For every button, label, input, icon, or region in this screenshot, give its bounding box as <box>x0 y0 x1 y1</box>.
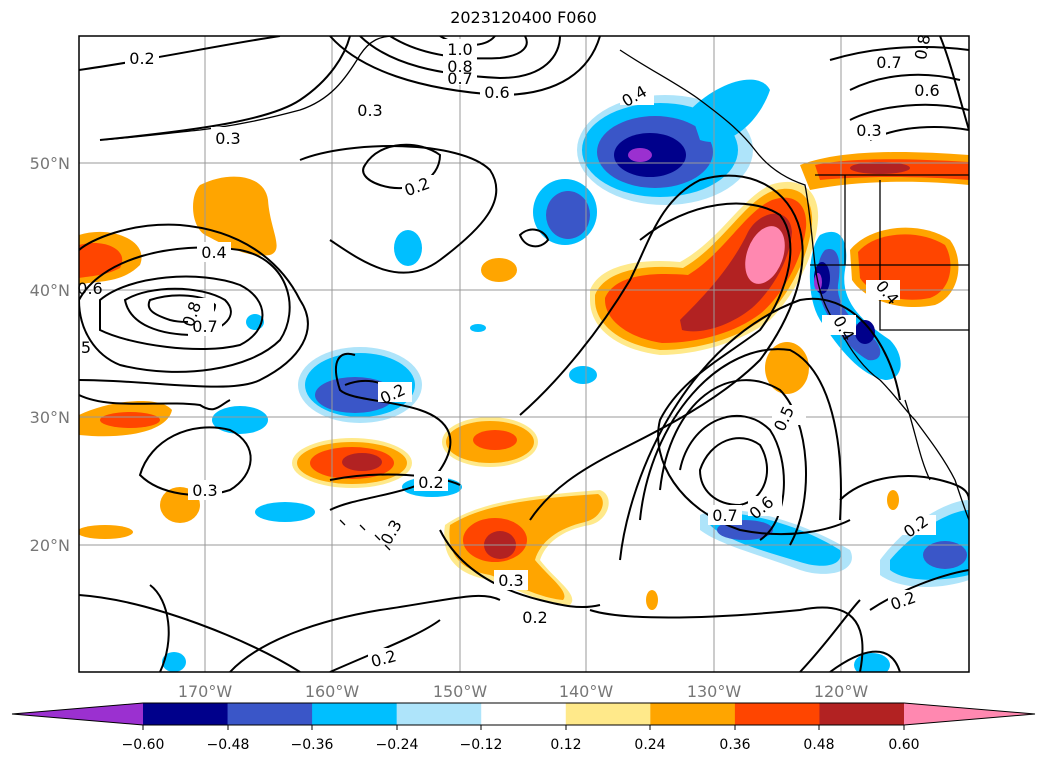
lat-label: 40°N <box>30 281 70 300</box>
contour-label: 0.8 <box>911 33 934 61</box>
map-frame <box>78 35 970 673</box>
contour-label: 0.2 <box>129 49 154 68</box>
contour-label: 0.6 <box>484 83 509 102</box>
contour-label: 0.7 <box>447 69 472 88</box>
colorbar-segment <box>227 703 313 725</box>
contour-label: 0.3 <box>498 571 523 590</box>
colorbar-segment <box>12 703 143 725</box>
contour-label: 0.6 <box>77 279 102 298</box>
lon-label: 120°W <box>814 682 869 701</box>
colorbar-segment <box>143 703 229 725</box>
contours <box>79 36 969 672</box>
shading-layer <box>79 79 969 672</box>
contour-label: 0.3 <box>215 129 240 148</box>
contour-label: 0.4 <box>201 243 226 262</box>
contour-label: 0.2 <box>418 473 443 492</box>
colorbar-tick-label: −0.24 <box>376 737 419 753</box>
colorbar-segment <box>819 703 905 725</box>
colorbar-tick-label: 0.36 <box>719 737 750 753</box>
lon-label: 130°W <box>687 682 742 701</box>
colorbar-segment <box>734 703 820 725</box>
map-title: 2023120400 F060 <box>450 8 597 27</box>
lon-label: 140°W <box>559 682 614 701</box>
colorbar-tick-label: −0.36 <box>291 737 334 753</box>
colorbar-segments <box>12 703 1035 725</box>
colorbar-tick-label: 0.60 <box>888 737 919 753</box>
map-plot-area <box>79 36 969 672</box>
contour-label: 5 <box>81 338 91 357</box>
contour-label: 1.0 <box>447 40 472 59</box>
lat-label: 30°N <box>30 408 70 427</box>
lon-label: 150°W <box>433 682 488 701</box>
colorbar-segment <box>565 703 651 725</box>
contour-label: 0.7 <box>876 53 901 72</box>
colorbar-segment <box>650 703 736 725</box>
longitude-labels: 170°W 160°W 150°W 140°W 130°W 120°W <box>178 682 869 701</box>
lat-label: 20°N <box>30 536 70 555</box>
contour-label: 0.7 <box>192 317 217 336</box>
graticule <box>79 36 969 672</box>
latitude-labels: 50°N 40°N 30°N 20°N <box>30 154 70 555</box>
contour-label: 0.2 <box>522 608 547 627</box>
colorbar-tick-label: −0.60 <box>122 737 165 753</box>
lat-label: 50°N <box>30 154 70 173</box>
colorbar-ticks <box>142 725 905 730</box>
contour-label-backing <box>125 39 944 668</box>
colorbar-segment <box>481 703 567 725</box>
colorbar-tick-label: −0.48 <box>207 737 250 753</box>
colorbar-segment <box>904 703 1035 725</box>
contour-label: 0.3 <box>357 101 382 120</box>
lon-label: 170°W <box>178 682 233 701</box>
lon-label: 160°W <box>305 682 360 701</box>
colorbar-tick-label: 0.12 <box>550 737 581 753</box>
contour-label: 0.7 <box>712 506 737 525</box>
colorbar-tick-label: 0.48 <box>803 737 834 753</box>
contour-label: 0.8 <box>447 57 472 76</box>
contour-label: 0.3 <box>192 481 217 500</box>
contour-label: 0.3 <box>856 121 881 140</box>
colorbar-tick-label: −0.12 <box>460 737 503 753</box>
colorbar: −0.60 −0.48 −0.36 −0.24 −0.12 0.12 0.24 … <box>11 702 1036 753</box>
colorbar-segment <box>312 703 398 725</box>
colorbar-segment <box>396 703 482 725</box>
colorbar-tick-label: 0.24 <box>634 737 665 753</box>
contour-label: 0.6 <box>914 81 939 100</box>
colorbar-tick-labels: −0.60 −0.48 −0.36 −0.24 −0.12 0.12 0.24 … <box>122 737 920 753</box>
